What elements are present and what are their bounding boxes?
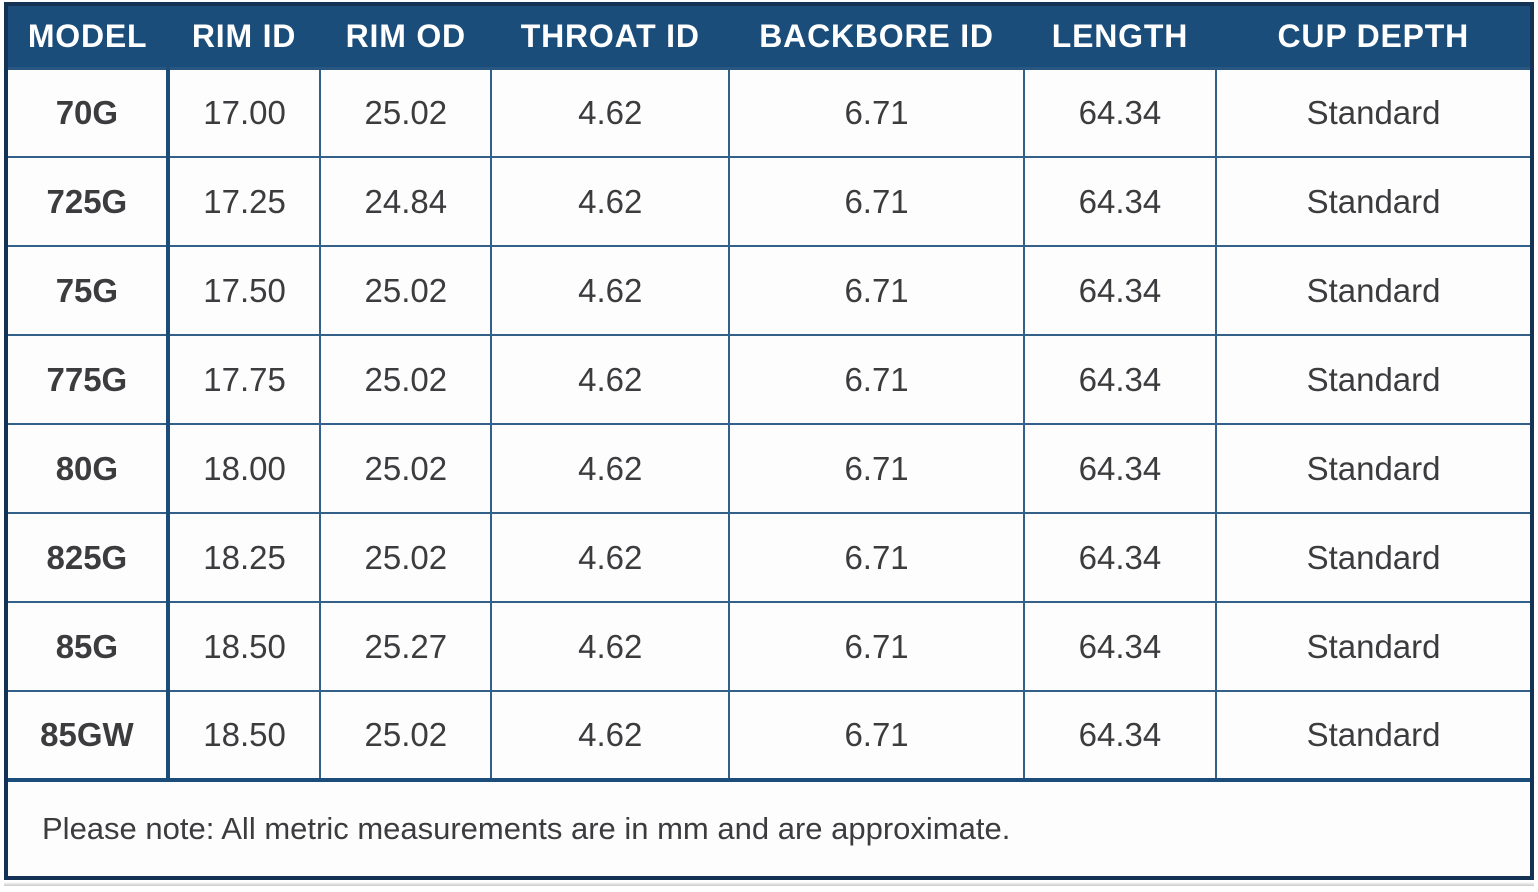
data-cell: 64.34 bbox=[1022, 423, 1218, 514]
data-cell: 4.62 bbox=[490, 245, 731, 336]
note-text: Please note: All metric measurements are… bbox=[4, 778, 1534, 880]
data-cell: 17.75 bbox=[166, 334, 322, 425]
table-row: 80G 18.00 25.02 4.62 6.71 64.34 Standard bbox=[4, 423, 1534, 514]
model-cell: 75G bbox=[4, 245, 170, 336]
data-cell: 25.02 bbox=[319, 245, 493, 336]
data-cell: 25.02 bbox=[319, 690, 493, 781]
model-cell: 70G bbox=[4, 67, 170, 158]
header-cell-cup-depth: CUP DEPTH bbox=[1215, 3, 1533, 70]
data-cell: 25.02 bbox=[319, 512, 493, 603]
header-cell-length: LENGTH bbox=[1023, 3, 1217, 70]
header-cell-model: MODEL bbox=[5, 3, 169, 70]
data-cell: 25.27 bbox=[319, 601, 493, 692]
data-cell: 17.00 bbox=[166, 67, 322, 158]
data-cell: 17.50 bbox=[166, 245, 322, 336]
data-cell: 64.34 bbox=[1022, 690, 1218, 781]
data-cell: 64.34 bbox=[1022, 334, 1218, 425]
data-cell: Standard bbox=[1215, 423, 1534, 514]
data-cell: 4.62 bbox=[490, 156, 731, 247]
data-cell: Standard bbox=[1215, 156, 1534, 247]
data-cell: 6.71 bbox=[728, 601, 1025, 692]
data-cell: 25.02 bbox=[319, 334, 493, 425]
table-row: 85GW 18.50 25.02 4.62 6.71 64.34 Standar… bbox=[4, 690, 1534, 781]
header-cell-throat-id: THROAT ID bbox=[490, 3, 730, 70]
table-row: 75G 17.50 25.02 4.62 6.71 64.34 Standard bbox=[4, 245, 1534, 336]
table-row: 85G 18.50 25.27 4.62 6.71 64.34 Standard bbox=[4, 601, 1534, 692]
data-cell: 25.02 bbox=[319, 423, 493, 514]
data-cell: Standard bbox=[1215, 690, 1534, 781]
data-cell: 18.25 bbox=[166, 512, 322, 603]
data-cell: 6.71 bbox=[728, 334, 1025, 425]
data-cell: 24.84 bbox=[319, 156, 493, 247]
mouthpiece-spec-table: MODEL RIM ID RIM OD THROAT ID BACKBORE I… bbox=[4, 2, 1534, 880]
table-row: 70G 17.00 25.02 4.62 6.71 64.34 Standard bbox=[4, 67, 1534, 158]
data-cell: 6.71 bbox=[728, 423, 1025, 514]
model-cell: 775G bbox=[4, 334, 170, 425]
header-cell-rim-id: RIM ID bbox=[167, 3, 321, 70]
data-cell: 17.25 bbox=[166, 156, 322, 247]
table-row: 825G 18.25 25.02 4.62 6.71 64.34 Standar… bbox=[4, 512, 1534, 603]
table-footer: Please note: All metric measurements are… bbox=[4, 778, 1534, 880]
table-body: 70G 17.00 25.02 4.62 6.71 64.34 Standard… bbox=[4, 67, 1534, 781]
data-cell: 18.00 bbox=[166, 423, 322, 514]
data-cell: 64.34 bbox=[1022, 156, 1218, 247]
data-cell: 6.71 bbox=[728, 245, 1025, 336]
data-cell: Standard bbox=[1215, 67, 1534, 158]
model-cell: 725G bbox=[4, 156, 170, 247]
model-cell: 85GW bbox=[4, 690, 170, 781]
table-header: MODEL RIM ID RIM OD THROAT ID BACKBORE I… bbox=[5, 3, 1533, 70]
model-cell: 85G bbox=[4, 601, 170, 692]
data-cell: 4.62 bbox=[490, 690, 731, 781]
table-row: 775G 17.75 25.02 4.62 6.71 64.34 Standar… bbox=[4, 334, 1534, 425]
table-row: 725G 17.25 24.84 4.62 6.71 64.34 Standar… bbox=[4, 156, 1534, 247]
header-cell-backbore-id: BACKBORE ID bbox=[728, 3, 1025, 70]
data-cell: 6.71 bbox=[728, 156, 1025, 247]
data-cell: 6.71 bbox=[728, 67, 1025, 158]
data-cell: 4.62 bbox=[490, 601, 731, 692]
data-cell: Standard bbox=[1215, 334, 1534, 425]
data-cell: 4.62 bbox=[490, 67, 731, 158]
data-cell: Standard bbox=[1215, 601, 1534, 692]
data-cell: 4.62 bbox=[490, 334, 731, 425]
data-cell: Standard bbox=[1215, 512, 1534, 603]
model-cell: 80G bbox=[4, 423, 170, 514]
data-cell: 64.34 bbox=[1022, 67, 1218, 158]
model-cell: 825G bbox=[4, 512, 170, 603]
data-cell: 4.62 bbox=[490, 423, 731, 514]
data-cell: 6.71 bbox=[728, 690, 1025, 781]
header-cell-rim-od: RIM OD bbox=[319, 3, 492, 70]
cutoff-edge-strip bbox=[4, 882, 1534, 886]
data-cell: 4.62 bbox=[490, 512, 731, 603]
header-row: MODEL RIM ID RIM OD THROAT ID BACKBORE I… bbox=[5, 3, 1533, 70]
data-cell: Standard bbox=[1215, 245, 1534, 336]
data-cell: 64.34 bbox=[1022, 512, 1218, 603]
data-cell: 6.71 bbox=[728, 512, 1025, 603]
data-cell: 64.34 bbox=[1022, 245, 1218, 336]
data-cell: 18.50 bbox=[166, 601, 322, 692]
note-row: Please note: All metric measurements are… bbox=[4, 778, 1534, 880]
data-cell: 18.50 bbox=[166, 690, 322, 781]
data-cell: 25.02 bbox=[319, 67, 493, 158]
data-cell: 64.34 bbox=[1022, 601, 1218, 692]
